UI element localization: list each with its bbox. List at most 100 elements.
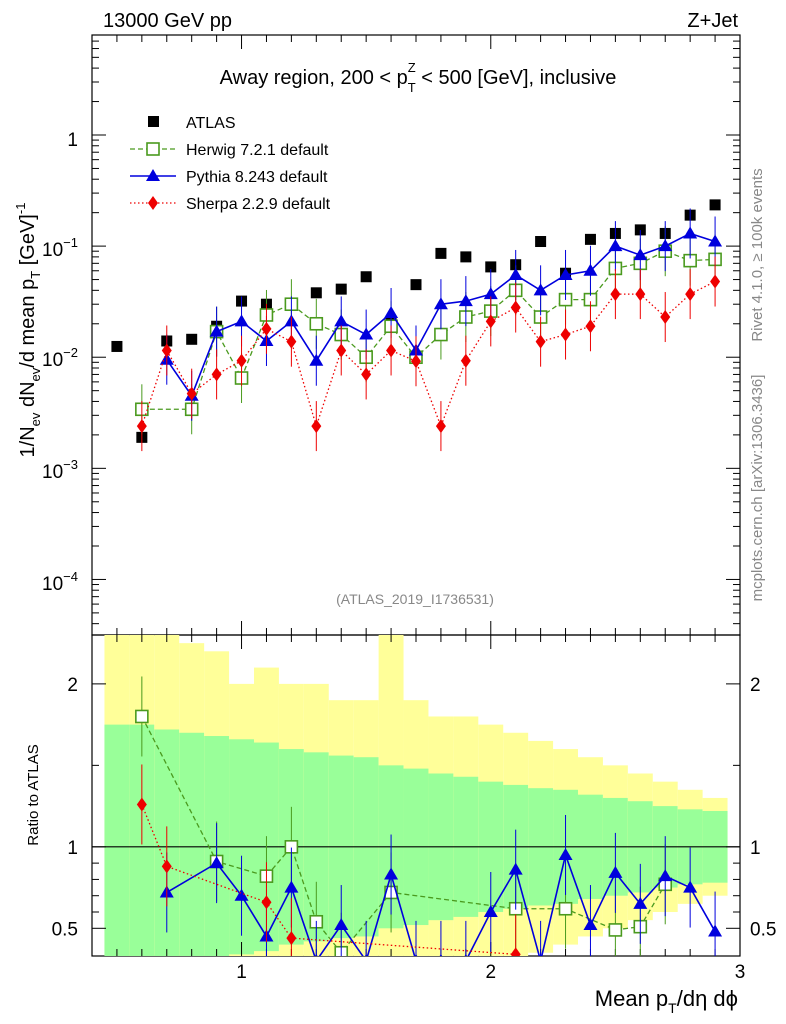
data-point-pythia [658,239,673,252]
x-tick-label: 1 [236,962,247,983]
data-point-pythia [683,226,698,239]
data-point-herwig [309,316,324,331]
data-point-sherpa [411,354,421,369]
legend-marker-atlas [148,116,159,127]
data-point-pythia [658,869,673,882]
y-tick-label-1e-1: 10−1 [42,235,78,261]
ratio-line-pythia [166,852,716,956]
y-tick-label-ratio-right: 2 [750,675,761,696]
data-point-pythia [414,953,418,956]
data-point-pythia [683,880,698,893]
data-point-sherpa [186,386,197,401]
series-line-herwig [141,250,716,410]
data-point-sherpa [136,419,147,434]
data-point-atlas [709,199,721,211]
data-point-pythia [284,880,299,893]
data-point-pythia [483,287,498,300]
data-point-pythia [464,953,468,956]
y-tick-label-ratio-right: 0.5 [750,919,776,940]
data-point-sherpa [261,895,272,910]
data-point-atlas [634,224,646,236]
data-point-pythia [633,248,648,261]
data-point-sherpa [435,419,446,434]
data-point-sherpa [560,327,571,342]
data-point-sherpa [710,274,721,289]
data-point-pythia [608,865,623,878]
data-point-pythia [558,267,573,280]
data-point-pythia [384,867,399,880]
data-point-pythia [234,888,249,901]
data-point-pythia [458,294,473,307]
series-line-sherpa [141,280,716,429]
data-point-sherpa [261,321,272,336]
data-point-sherpa [485,314,496,329]
legend-marker-herwig [146,142,160,156]
data-point-sherpa [136,797,147,812]
data-point-herwig [608,923,623,937]
data-point-pythia [583,263,598,276]
data-point-sherpa [660,310,671,325]
legend-marker-pythia [146,169,160,181]
data-point-sherpa [386,343,397,358]
data-point-atlas [485,261,497,273]
legend-label-atlas: ATLAS [186,115,236,132]
ratio-band-green [104,724,130,956]
data-point-pythia [209,324,224,337]
data-point-pythia [483,905,498,918]
x-tick-label: 3 [735,962,746,983]
data-point-pythia [209,856,224,869]
y-tick-label-1: 1 [67,130,78,151]
data-point-herwig [434,327,448,342]
x-axis-label: Mean pT/dη dϕ [595,986,738,1016]
y-axis-label-ratio: Ratio to ATLAS [25,744,42,845]
analysis-watermark: (ATLAS_2019_I1736531) [336,591,494,607]
plot-title: Away region, 200 < pZ T < 500 [GeV], incl… [220,60,617,95]
data-point-sherpa [336,343,347,358]
data-point-atlas [435,247,447,259]
data-point-pythia [558,847,573,860]
data-point-sherpa [635,287,646,302]
header-process: Z+Jet [687,10,738,32]
data-point-atlas [360,271,372,283]
data-point-sherpa [361,367,372,382]
data-point-pythia [384,306,399,319]
y-tick-label-1e-3: 10−3 [42,457,78,483]
data-point-atlas [111,340,123,352]
data-point-sherpa [211,367,222,382]
data-point-herwig [135,709,149,724]
data-point-sherpa [161,343,172,358]
data-point-sherpa [311,419,322,434]
y-tick-label-ratio-left: 2 [67,675,78,696]
legend-label-herwig: Herwig 7.2.1 default [186,142,329,159]
data-point-pythia [309,353,324,366]
legend-label-pythia: Pythia 8.243 default [186,169,328,186]
data-point-sherpa [585,319,596,334]
data-point-sherpa [510,300,521,315]
data-point-sherpa [510,947,521,956]
ratio-band-green [179,732,205,956]
data-point-pythia [334,918,349,931]
legend-label-sherpa: Sherpa 2.2.9 default [186,196,331,213]
header-energy: 13000 GeV pp [103,10,232,32]
data-point-pythia [608,239,623,252]
data-point-sherpa [236,353,247,368]
data-point-sherpa [286,334,297,349]
data-point-sherpa [460,353,471,368]
data-point-atlas [535,236,547,248]
data-point-atlas [310,287,322,299]
data-point-atlas [460,251,472,263]
data-point-pythia [433,297,448,310]
data-point-pythia [315,953,318,956]
data-point-atlas [584,233,596,245]
y-tick-label-ratio-left: 1 [67,838,78,859]
data-point-pythia [633,896,648,909]
data-point-pythia [708,924,723,937]
data-point-sherpa [286,931,297,946]
data-point-atlas [410,279,422,291]
data-point-pythia [439,953,443,956]
data-point-herwig [558,901,573,916]
data-point-pythia [508,267,523,280]
y-tick-label-ratio-left: 0.5 [52,919,78,940]
data-point-pythia [234,314,249,327]
data-point-pythia [533,283,548,296]
